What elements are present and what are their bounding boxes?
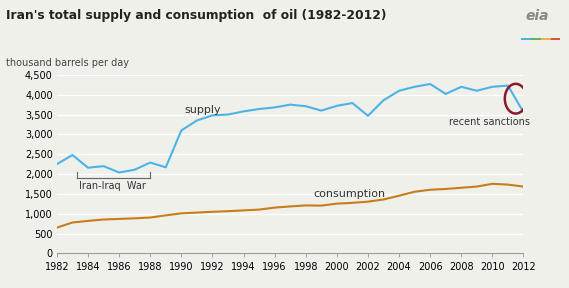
Text: Iran's total supply and consumption  of oil (1982-2012): Iran's total supply and consumption of o… bbox=[6, 9, 386, 22]
Text: supply: supply bbox=[184, 105, 221, 115]
Bar bbox=[541, 38, 550, 40]
Text: eia: eia bbox=[526, 9, 550, 23]
Text: consumption: consumption bbox=[314, 189, 386, 199]
Text: thousand barrels per day: thousand barrels per day bbox=[6, 58, 129, 68]
Bar bbox=[551, 38, 560, 40]
Bar bbox=[530, 38, 541, 40]
Text: recent sanctions: recent sanctions bbox=[449, 117, 530, 127]
Text: Iran-Iraq  War: Iran-Iraq War bbox=[80, 181, 146, 191]
Bar bbox=[521, 38, 530, 40]
